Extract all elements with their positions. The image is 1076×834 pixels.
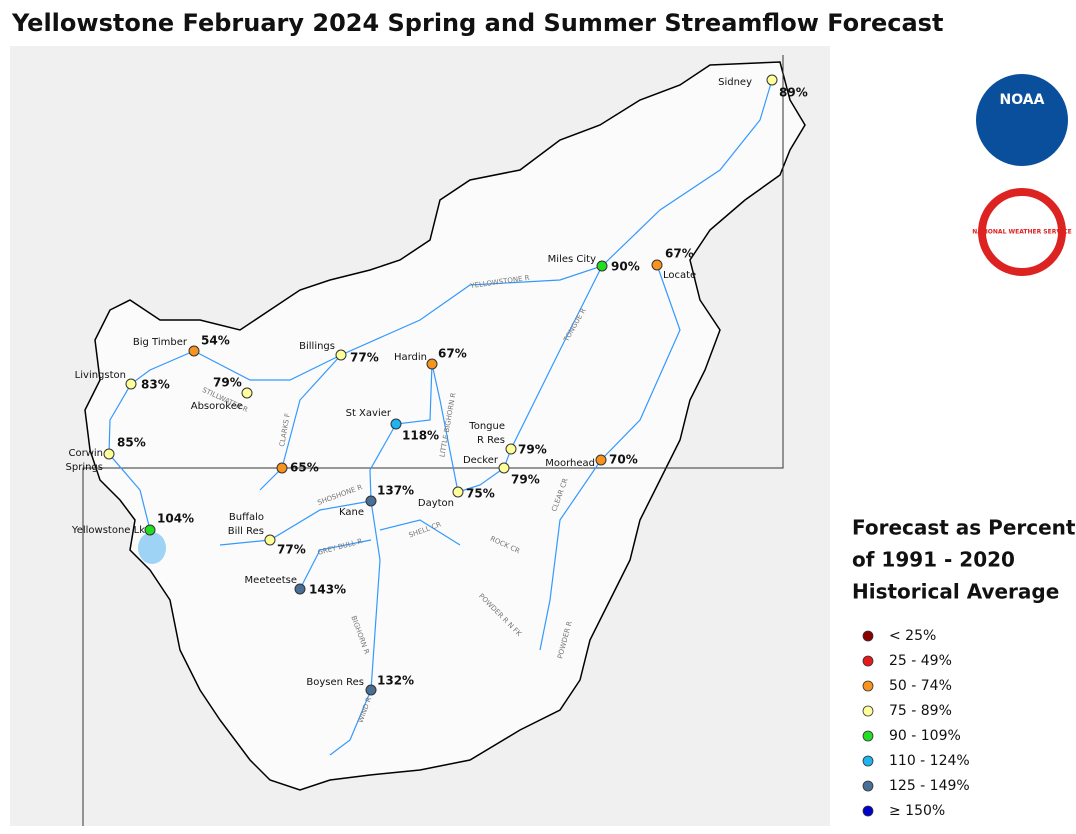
station-percent: 85% — [117, 436, 146, 450]
station-marker — [103, 448, 115, 460]
station-marker — [505, 443, 517, 455]
station-name: Big Timber — [133, 337, 188, 348]
station-percent: 83% — [141, 378, 170, 392]
title: Yellowstone February 2024 Spring and Sum… — [11, 9, 943, 37]
station-marker — [335, 349, 347, 361]
legend-marker — [862, 755, 874, 767]
station-percent: 77% — [350, 351, 379, 365]
station-marker — [426, 358, 438, 370]
station-name: Buffalo — [229, 512, 264, 523]
station-name: Billings — [299, 341, 335, 352]
station-name: Boysen Res — [306, 677, 364, 688]
station-name: Tongue — [468, 421, 505, 432]
station-name: Corwin — [68, 448, 103, 459]
station-marker — [651, 259, 663, 271]
station-percent: 79% — [511, 473, 540, 487]
station-percent: 90% — [611, 260, 640, 274]
legend-label: 75 - 89% — [889, 703, 952, 719]
station-name: Locate — [663, 270, 696, 281]
station-percent: 65% — [290, 461, 319, 475]
legend-label: 110 - 124% — [889, 753, 970, 769]
station-name: Hardin — [394, 352, 427, 363]
station-percent: 77% — [277, 543, 306, 557]
station-name: Moorhead — [545, 458, 595, 469]
noaa-logo — [976, 74, 1068, 166]
legend-label: < 25% — [889, 628, 936, 644]
legend-title: Historical Average — [852, 580, 1059, 604]
station-percent: 79% — [518, 443, 547, 457]
legend-marker — [862, 780, 874, 792]
legend-marker — [862, 630, 874, 642]
station-marker — [294, 583, 306, 595]
legend-marker — [862, 705, 874, 717]
rivers — [108, 79, 773, 756]
station-marker — [452, 486, 464, 498]
station-marker — [365, 495, 377, 507]
station-percent: 137% — [377, 484, 414, 498]
noaa-logo-text: NOAA — [1000, 92, 1045, 108]
station-name: Meeteetse — [245, 575, 297, 586]
station-name: Miles City — [548, 254, 596, 265]
station-percent: 54% — [201, 334, 230, 348]
legend-label: ≥ 150% — [889, 803, 945, 819]
legend-marker — [862, 730, 874, 742]
station-percent: 67% — [665, 247, 694, 261]
station-percent: 132% — [377, 674, 414, 688]
yellowstone-lake — [138, 532, 166, 564]
legend-marker — [862, 655, 874, 667]
station-name: Kane — [339, 507, 364, 518]
station-name: Decker — [463, 455, 499, 466]
station-name: Absorokee — [191, 401, 243, 412]
station-percent: 67% — [438, 347, 467, 361]
station-name: Livingston — [75, 370, 126, 381]
station-marker — [766, 74, 778, 86]
station-marker — [498, 462, 510, 474]
station-marker — [125, 378, 137, 390]
legend-label: 125 - 149% — [889, 778, 970, 794]
station-marker — [365, 684, 377, 696]
station-name: Yellowstone Lk — [71, 525, 145, 536]
station-percent: 118% — [402, 429, 439, 443]
station-marker — [188, 345, 200, 357]
station-percent: 143% — [309, 583, 346, 597]
legend-label: 90 - 109% — [889, 728, 961, 744]
nws-logo-text: NATIONAL WEATHER SERVICE — [972, 229, 1071, 236]
legend-label: 50 - 74% — [889, 678, 952, 694]
legend-marker — [862, 805, 874, 817]
station-name: Bill Res — [228, 526, 264, 537]
station-marker — [390, 418, 402, 430]
station-marker — [595, 454, 607, 466]
station-name: Sidney — [718, 77, 752, 88]
station-percent: 70% — [609, 453, 638, 467]
station-name: Dayton — [418, 498, 454, 509]
station-percent: 104% — [157, 512, 194, 526]
legend-marker — [862, 680, 874, 692]
station-name: St Xavier — [346, 408, 392, 419]
station-name: R Res — [477, 435, 505, 446]
station-marker — [144, 524, 156, 536]
legend-title: of 1991 - 2020 — [852, 548, 1015, 572]
state-borders — [82, 55, 784, 826]
station-percent: 79% — [213, 376, 242, 390]
station-marker — [276, 462, 288, 474]
station-marker — [596, 260, 608, 272]
legend-label: 25 - 49% — [889, 653, 952, 669]
nws-logo — [978, 188, 1066, 276]
station-marker — [264, 534, 276, 546]
station-name: Springs — [66, 462, 103, 473]
legend-title: Forecast as Percent — [852, 516, 1076, 540]
station-marker — [241, 387, 253, 399]
station-percent: 89% — [779, 86, 808, 100]
station-percent: 75% — [466, 487, 495, 501]
